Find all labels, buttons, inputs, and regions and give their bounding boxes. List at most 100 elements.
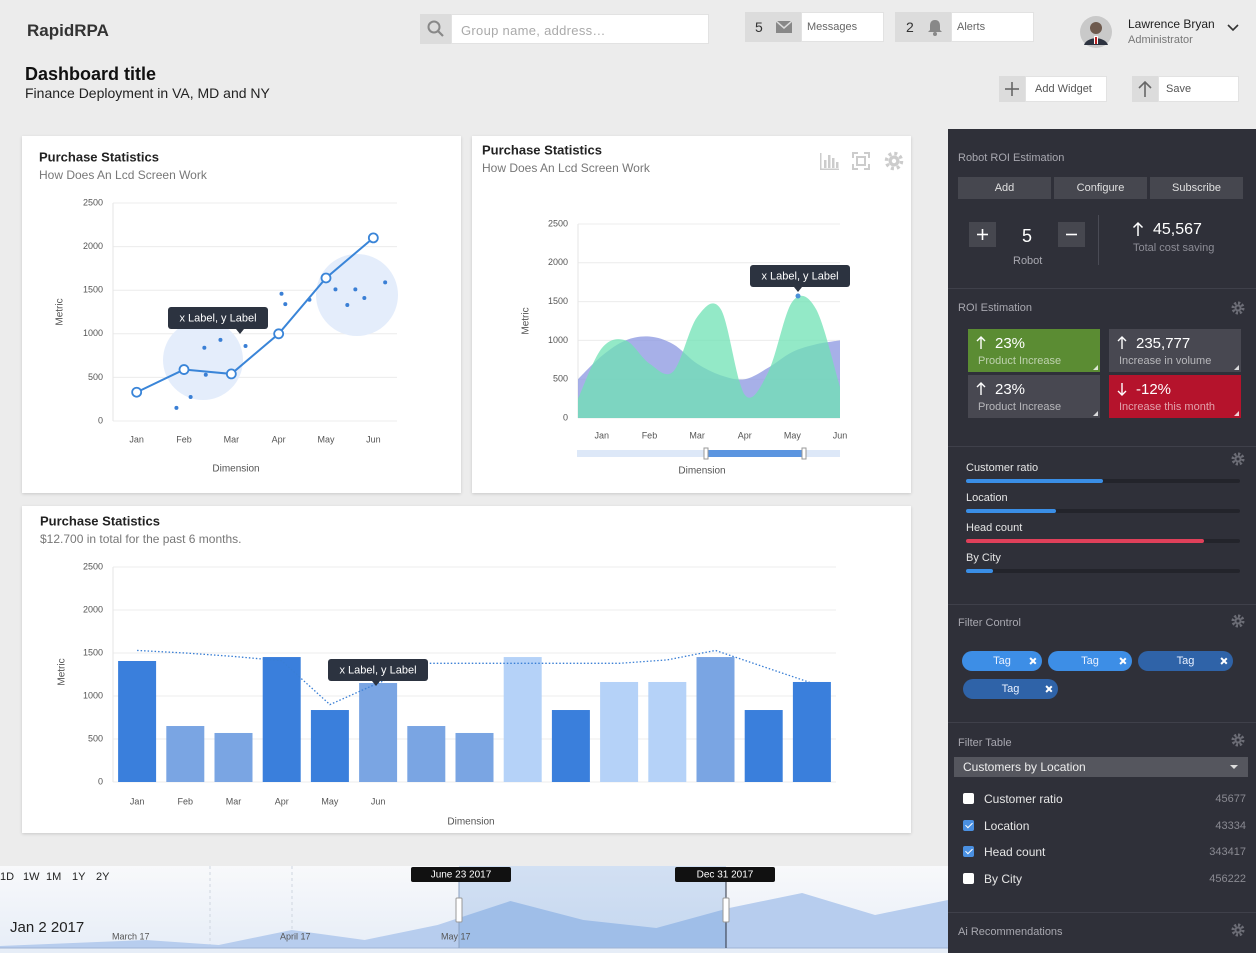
- search-input[interactable]: Group name, address…: [451, 14, 709, 44]
- scatter-point: [345, 303, 350, 308]
- bar: [407, 726, 446, 782]
- divider: [948, 604, 1256, 605]
- checkbox[interactable]: [963, 793, 974, 804]
- scatter-point: [283, 302, 288, 307]
- selection-handle[interactable]: [722, 897, 730, 923]
- selection-label: June 23 2017: [431, 870, 492, 881]
- filter-tag[interactable]: Tag: [1048, 651, 1132, 671]
- user-name[interactable]: Lawrence Bryan: [1128, 17, 1215, 31]
- envelope-icon: [776, 21, 792, 33]
- row-value: 456222: [1209, 872, 1246, 885]
- line-marker: [178, 364, 190, 375]
- checkbox[interactable]: [963, 819, 974, 831]
- action-button[interactable]: Configure: [1054, 177, 1147, 199]
- decrement-button[interactable]: [1058, 222, 1085, 247]
- x-tick-label: Mar: [224, 434, 240, 444]
- x-tick-label: Feb: [176, 434, 192, 444]
- tooltip-box: [168, 307, 268, 329]
- action-button[interactable]: Add: [958, 177, 1051, 199]
- x-tick-label: May: [321, 796, 339, 806]
- tag-remove[interactable]: [1030, 658, 1036, 664]
- ratio-bar: [966, 479, 1103, 483]
- line-marker: [131, 386, 143, 398]
- section-title: ROI Estimation: [958, 302, 1032, 314]
- arrow-glyph: [1138, 80, 1152, 97]
- logo[interactable]: RapidRPA: [27, 21, 109, 40]
- filter-tag[interactable]: Tag: [962, 651, 1042, 671]
- x-tick-label: Jan: [129, 434, 144, 444]
- settings-icon[interactable]: [1231, 733, 1245, 747]
- bar: [503, 657, 542, 782]
- alerts-count-box[interactable]: 2: [895, 12, 951, 42]
- tag-remove[interactable]: [1221, 658, 1227, 664]
- x-tick-label: Mar: [689, 430, 705, 440]
- y-axis-label: Metric: [55, 298, 66, 325]
- settings-icon[interactable]: [1231, 452, 1245, 466]
- increment-button[interactable]: [969, 222, 996, 247]
- range-button[interactable]: 1D: [0, 871, 14, 883]
- bar: [166, 726, 205, 782]
- save-icon: [1132, 76, 1158, 102]
- checkbox[interactable]: [963, 872, 974, 884]
- tag-remove[interactable]: [1046, 686, 1052, 692]
- selection-handle[interactable]: [455, 897, 463, 923]
- messages-count-box[interactable]: 5: [745, 12, 801, 42]
- tag-remove[interactable]: [1120, 658, 1126, 664]
- y-tick-label: 500: [88, 733, 103, 743]
- tile-value: 23%: [995, 335, 1026, 352]
- gear-hole: [1236, 619, 1240, 623]
- bar: [551, 710, 590, 782]
- settings-icon[interactable]: [1231, 923, 1245, 937]
- chart-type-icon[interactable]: [820, 153, 839, 170]
- messages-label[interactable]: Messages: [801, 12, 884, 42]
- y-tick-label: 0: [98, 776, 103, 786]
- tooltip-text: x Label, y Label: [339, 664, 416, 676]
- widget-card: Purchase Statistics How Does An Lcd Scree…: [472, 136, 911, 493]
- plus-glyph: [977, 229, 988, 240]
- settings-icon[interactable]: [884, 151, 904, 171]
- widget-subtitle: How Does An Lcd Screen Work: [482, 161, 651, 175]
- y-tick-label: 2000: [83, 241, 103, 251]
- y-tick-label: 2500: [83, 197, 103, 207]
- settings-icon[interactable]: [1231, 301, 1245, 315]
- alerts-label[interactable]: Alerts: [951, 12, 1034, 42]
- filter-tag[interactable]: Tag: [1138, 651, 1233, 671]
- range-button[interactable]: 2Y: [96, 871, 110, 883]
- bar: [744, 710, 783, 782]
- avatar[interactable]: [1079, 15, 1113, 49]
- add-widget-button[interactable]: Add Widget: [999, 76, 1107, 102]
- fullscreen-icon[interactable]: [852, 152, 870, 170]
- stat-tile: -12% Increase this month: [1109, 375, 1241, 418]
- settings-icon[interactable]: [1231, 614, 1245, 628]
- highlight-bubble: [163, 320, 243, 400]
- ratio-label: By City: [966, 552, 1001, 564]
- tooltip-text: x Label, y Label: [179, 312, 256, 324]
- dropdown[interactable]: Customers by Location: [954, 757, 1248, 777]
- scatter-point: [188, 395, 193, 400]
- range-button[interactable]: 1M: [46, 871, 61, 883]
- widget-card: Purchase Statistics How Does An Lcd Scree…: [22, 136, 461, 493]
- section-title: Ai Recommendations: [958, 926, 1063, 938]
- x-tick-label: Feb: [178, 796, 194, 806]
- search-icon[interactable]: [420, 14, 451, 44]
- range-button[interactable]: 1Y: [72, 871, 86, 883]
- cost-saving-value: 45,567: [1153, 221, 1202, 238]
- action-button[interactable]: Subscribe: [1150, 177, 1243, 199]
- bar: [648, 681, 687, 782]
- range-slider-handle[interactable]: [703, 447, 709, 460]
- minus-glyph: [1066, 233, 1077, 236]
- x-tick-label: Apr: [738, 430, 752, 440]
- bar: [262, 657, 301, 782]
- row-value: 43334: [1215, 819, 1246, 832]
- range-slider-handle[interactable]: [801, 447, 807, 460]
- bar: [455, 732, 494, 782]
- filter-tag[interactable]: Tag: [963, 679, 1058, 699]
- bar: [359, 683, 398, 782]
- tile-label: Increase this month: [1119, 401, 1215, 413]
- checkbox[interactable]: [963, 846, 974, 857]
- x-axis-label: Dimension: [212, 464, 259, 475]
- stat-tile: 23% Product Increase: [968, 375, 1100, 418]
- save-button[interactable]: Save: [1132, 76, 1239, 102]
- range-button[interactable]: 1W: [23, 871, 40, 883]
- user-menu-chevron[interactable]: [1227, 23, 1239, 33]
